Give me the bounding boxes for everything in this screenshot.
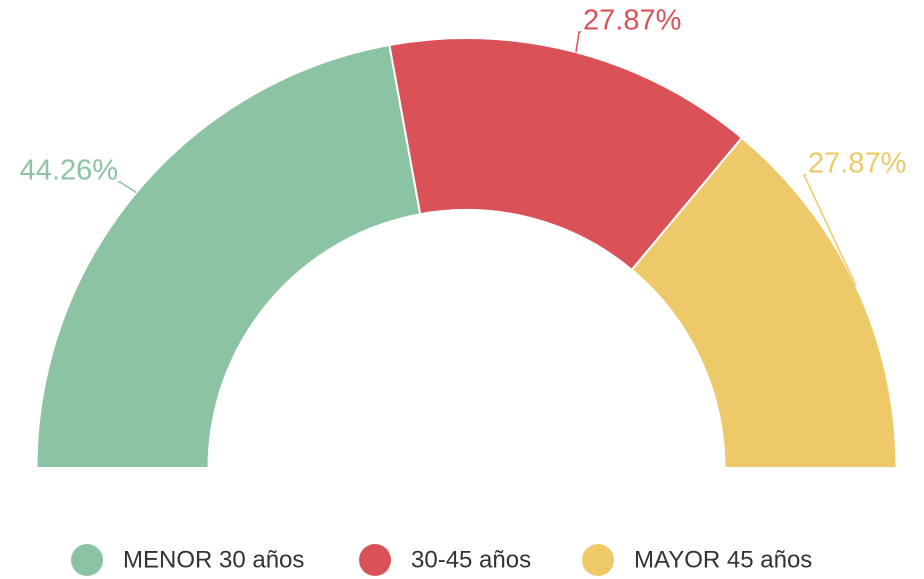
leader-line [802,174,857,287]
legend-label: 30-45 años [411,546,531,573]
legend-swatch [359,544,391,576]
data-label: 27.87% [583,5,681,37]
leader-line [118,181,137,194]
legend-swatch [582,544,614,576]
slice [35,43,422,469]
legend-swatch [71,544,103,576]
data-label: 27.87% [808,148,906,180]
legend-label: MENOR 30 años [123,546,304,573]
legend-label: MAYOR 45 años [634,546,812,573]
slice [630,136,898,469]
data-label: 44.26% [20,155,118,187]
slice [388,37,744,272]
leader-line [575,31,581,53]
